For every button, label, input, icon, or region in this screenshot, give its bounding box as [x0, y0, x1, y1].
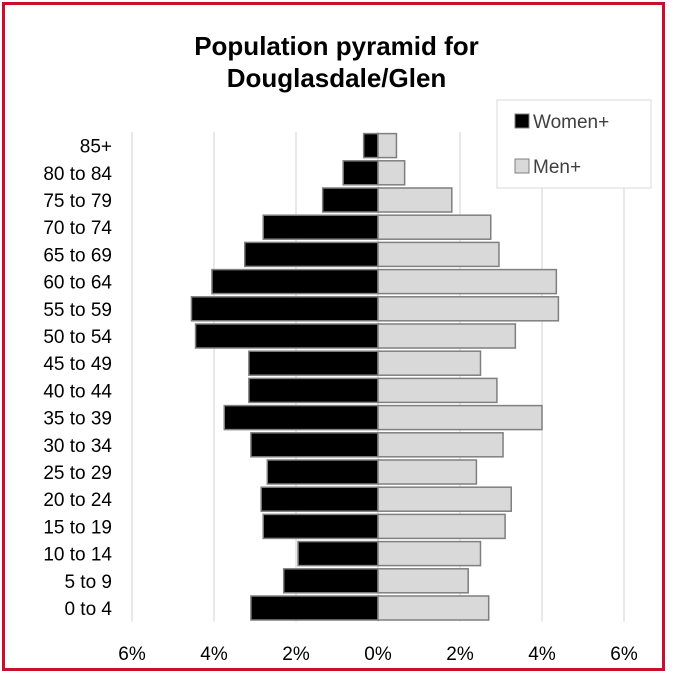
bar-women — [190, 296, 379, 322]
bar-women — [248, 377, 379, 404]
bar-men — [377, 540, 482, 567]
y-tick-label: 25 to 29 — [43, 463, 112, 484]
x-tick-label: 4% — [200, 644, 228, 665]
x-tick-label: 2% — [282, 644, 310, 665]
bar-women — [250, 432, 379, 458]
bar-men — [377, 377, 498, 404]
bar-men — [377, 214, 492, 240]
bar-men — [377, 268, 558, 295]
y-tick-label: 10 to 14 — [43, 545, 112, 566]
bar-women — [211, 268, 379, 295]
bar-women — [244, 241, 379, 268]
bar-men — [377, 404, 543, 431]
y-tick-label: 65 to 69 — [43, 245, 112, 266]
bar-men — [377, 132, 398, 159]
y-tick-label: 45 to 49 — [43, 354, 112, 375]
bar-men — [377, 568, 469, 594]
x-tick-label: 6% — [118, 644, 146, 665]
y-tick-label: 75 to 79 — [43, 191, 112, 212]
x-tick-label: 2% — [446, 644, 474, 665]
y-tick-label: 70 to 74 — [43, 218, 112, 239]
y-tick-label: 35 to 39 — [43, 409, 112, 430]
chart-title: Population pyramid for Douglasdale/Glen — [0, 30, 673, 94]
y-tick-label: 40 to 44 — [43, 381, 112, 402]
y-tick-label: 0 to 4 — [64, 599, 112, 620]
bar-men — [377, 595, 490, 621]
bar-men — [377, 432, 504, 458]
bar-women — [342, 160, 379, 186]
bars — [190, 132, 560, 621]
bar-men — [377, 513, 506, 540]
bar-women — [297, 540, 379, 567]
y-tick-label: 85+ — [80, 137, 112, 158]
legend-swatch — [514, 158, 530, 174]
chart-title-line-1: Population pyramid for — [194, 31, 479, 61]
y-tick-label: 60 to 64 — [43, 273, 112, 294]
y-tick-label: 55 to 59 — [43, 300, 112, 321]
bar-men — [377, 486, 512, 512]
x-tick-label: 4% — [528, 644, 556, 665]
bar-men — [377, 187, 453, 213]
y-tick-label: 20 to 24 — [43, 490, 112, 511]
bar-women — [260, 486, 379, 512]
x-tick-label: 0% — [364, 644, 392, 665]
bar-women — [250, 595, 379, 621]
bar-women — [262, 214, 379, 240]
bar-men — [377, 350, 482, 376]
bar-women — [362, 132, 379, 159]
x-axis-labels: 6% 4% 2% 0% 2% 4% 6% — [118, 644, 638, 665]
legend-label: Women+ — [533, 112, 609, 133]
legend-label: Men+ — [533, 157, 581, 178]
bar-women — [266, 459, 379, 485]
legend-swatch — [514, 113, 530, 129]
bar-women — [262, 513, 379, 540]
bar-men — [377, 241, 500, 268]
bar-women — [194, 323, 379, 349]
bar-men — [377, 296, 560, 322]
y-tick-label: 80 to 84 — [43, 164, 112, 185]
bar-men — [377, 160, 406, 186]
x-tick-label: 6% — [610, 644, 638, 665]
bar-women — [223, 404, 379, 431]
y-tick-label: 50 to 54 — [43, 327, 112, 348]
bar-women — [321, 187, 379, 213]
bar-women — [282, 568, 379, 594]
y-tick-label: 5 to 9 — [64, 572, 112, 593]
bar-men — [377, 323, 517, 349]
gridlines — [131, 132, 625, 622]
y-axis-labels: 0 to 4 5 to 9 10 to 14 15 to 19 20 to 24 25 t… — [43, 137, 112, 620]
legend: Women+ Men+ — [496, 99, 652, 189]
bar-women — [248, 350, 379, 376]
bar-men — [377, 459, 478, 485]
y-tick-label: 30 to 34 — [43, 436, 112, 457]
chart-title-line-2: Douglasdale/Glen — [226, 63, 447, 93]
y-tick-label: 15 to 19 — [43, 517, 112, 538]
